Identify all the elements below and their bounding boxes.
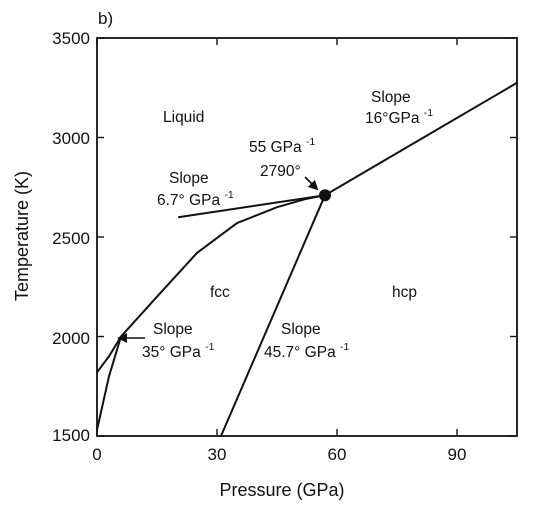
annotation-slope-16-line2: 16°GPa (365, 110, 420, 127)
annotation-triple-point-line3: 2790° (260, 163, 301, 180)
annotation-slope-35-line2: 35° GPa (142, 344, 201, 361)
annotation-slope-35-line3: -1 (205, 341, 214, 353)
annotation-triple-point-line2: -1 (306, 136, 315, 148)
annotation-liquid: Liquid (163, 109, 204, 126)
y-tick-label-3500: 3500 (52, 29, 90, 48)
x-tick-label-60: 60 (328, 445, 347, 464)
arrow-to-triple-point (304, 176, 319, 191)
annotation-slope-6.7-line1: Slope (169, 170, 209, 187)
annotation-slope-16-line3: -1 (424, 107, 433, 119)
annotation-slope-6.7-line2: 6.7° GPa (157, 192, 220, 209)
triple-point-marker (319, 189, 331, 202)
annotation-triple-point: 55 GPa -1 2790° (249, 132, 320, 180)
y-tick-label-2000: 2000 (52, 329, 90, 348)
annotation-slope-45.7-line1: Slope (281, 321, 321, 338)
annotation-slope-45.7-line2: 45.7° GPa (264, 344, 336, 361)
y-tick-label-3000: 3000 (52, 129, 90, 148)
y-axis: 1500 2000 2500 3000 3500 Temperature (K) (12, 29, 90, 445)
phase-boundary-3 (220, 194, 326, 437)
phase-boundary-4 (96, 335, 122, 431)
phase-boundary-1 (178, 194, 326, 219)
x-tick-label-30: 30 (208, 445, 227, 464)
annotations: Liquid Slope 16°GPa -1 55 GPa -1 2790° S… (117, 89, 433, 361)
y-tick-label-1500: 1500 (52, 426, 90, 445)
x-axis: 0 30 60 90 Pressure (GPa) (92, 445, 466, 500)
annotation-slope-6.7: Slope 6.7° GPa -1 (157, 170, 234, 209)
annotation-hcp: hcp (392, 284, 417, 301)
phase-boundary-0 (96, 194, 326, 374)
annotation-slope-35: Slope 35° GPa -1 (142, 321, 215, 361)
annotation-fcc: fcc (210, 284, 230, 301)
annotation-slope-16: Slope 16°GPa -1 (365, 89, 433, 127)
annotation-slope-35-line1: Slope (153, 321, 193, 338)
y-axis-title: Temperature (K) (12, 171, 32, 301)
annotation-triple-point-line1: 55 GPa (249, 139, 302, 156)
x-tick-label-90: 90 (448, 445, 467, 464)
y-tick-label-2500: 2500 (52, 229, 90, 248)
annotation-slope-45.7-line3: -1 (340, 341, 349, 353)
annotation-slope-6.7-line3: -1 (224, 189, 233, 201)
annotation-slope-45.7: Slope 45.7° GPa -1 (264, 321, 349, 361)
phase-boundary-2 (324, 81, 518, 197)
panel-label: b) (98, 9, 113, 28)
x-axis-title: Pressure (GPa) (219, 480, 344, 500)
x-tick-label-0: 0 (92, 445, 101, 464)
annotation-slope-16-line1: Slope (371, 89, 411, 106)
plot-area (96, 37, 518, 437)
